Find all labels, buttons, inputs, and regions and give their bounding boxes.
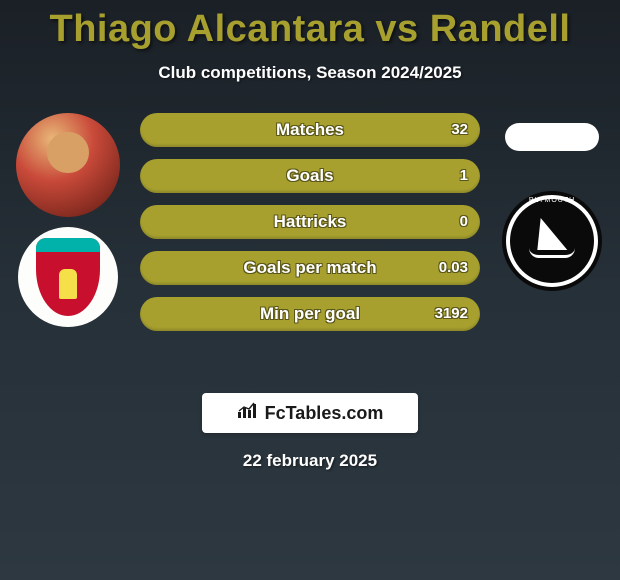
- club-badge-liverpool: [18, 227, 118, 327]
- stat-row-goals: Goals 1: [140, 159, 480, 193]
- bar-chart-icon: [237, 402, 259, 425]
- liverpool-shield-icon: [36, 238, 100, 316]
- plymouth-boat-icon: [525, 214, 579, 268]
- right-column: PLYMOUTH: [492, 113, 612, 291]
- stat-right-value: 32: [451, 113, 468, 147]
- stat-label: Matches: [276, 120, 344, 140]
- left-column: [8, 113, 128, 327]
- stat-right-value: 0: [460, 205, 468, 239]
- plymouth-text: PLYMOUTH: [502, 197, 602, 204]
- stat-right-value: 1: [460, 159, 468, 193]
- stat-row-goals-per-match: Goals per match 0.03: [140, 251, 480, 285]
- stat-label: Hattricks: [274, 212, 347, 232]
- stat-label: Min per goal: [260, 304, 360, 324]
- stat-label: Goals: [286, 166, 333, 186]
- page-title: Thiago Alcantara vs Randell: [0, 0, 620, 51]
- stat-right-value: 0.03: [439, 251, 468, 285]
- subtitle: Club competitions, Season 2024/2025: [0, 63, 620, 83]
- comparison-content: PLYMOUTH Matches 32 Goals 1 Hattricks 0 …: [0, 113, 620, 373]
- player-avatar-left: [16, 113, 120, 217]
- brand-text: FcTables.com: [265, 403, 384, 424]
- brand-box[interactable]: FcTables.com: [202, 393, 418, 433]
- stat-right-value: 3192: [435, 297, 468, 331]
- stat-row-matches: Matches 32: [140, 113, 480, 147]
- flag-pill-right: [505, 123, 599, 151]
- club-badge-plymouth: PLYMOUTH: [502, 191, 602, 291]
- stat-row-hattricks: Hattricks 0: [140, 205, 480, 239]
- stat-bars: Matches 32 Goals 1 Hattricks 0 Goals per…: [140, 113, 480, 343]
- stat-row-min-per-goal: Min per goal 3192: [140, 297, 480, 331]
- stat-label: Goals per match: [243, 258, 376, 278]
- date-text: 22 february 2025: [0, 451, 620, 471]
